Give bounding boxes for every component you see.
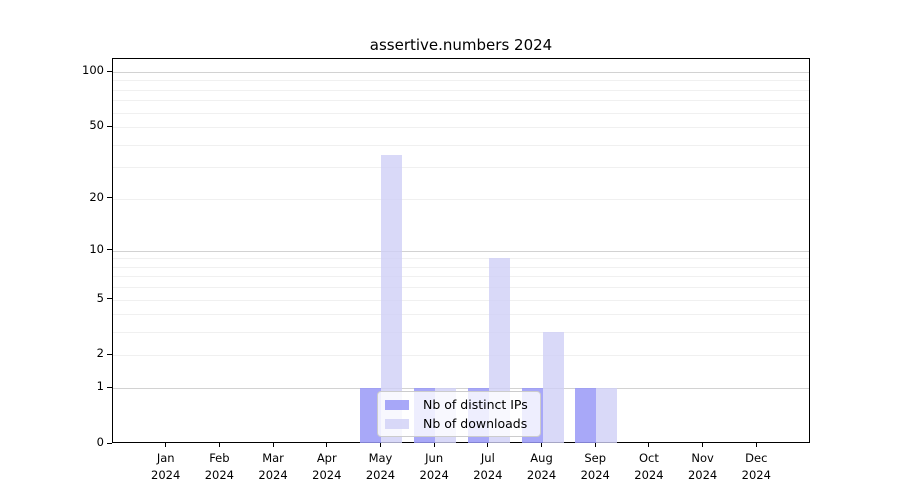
gridline-2 xyxy=(113,355,809,357)
x-tick-label-aug: Aug 2024 xyxy=(526,451,557,482)
y-tick-mark-50 xyxy=(107,125,112,127)
gridline-4 xyxy=(113,314,809,316)
x-tick-mark-jun xyxy=(433,443,435,447)
gridline-3 xyxy=(113,332,809,334)
bar-may-downloads xyxy=(381,155,403,443)
x-tick-mark-may xyxy=(379,443,381,447)
y-tick-mark-2 xyxy=(107,353,112,355)
gridline-50 xyxy=(113,127,809,129)
y-tick-mark-100 xyxy=(107,70,112,72)
gridline-100 xyxy=(113,72,809,73)
bar-sep-distinct-ips xyxy=(575,388,597,443)
gridline-30 xyxy=(113,167,809,169)
gridline-20 xyxy=(113,198,809,200)
bar-layer xyxy=(113,59,809,443)
gridline-1 xyxy=(113,388,809,390)
x-tick-mark-apr xyxy=(326,443,328,447)
y-tick-mark-10 xyxy=(107,249,112,251)
x-tick-label-dec: Dec 2024 xyxy=(741,451,771,482)
bar-may-distinct-ips xyxy=(360,388,382,443)
x-tick-mark-oct xyxy=(648,443,650,447)
x-tick-label-nov: Nov 2024 xyxy=(687,451,718,482)
x-tick-mark-aug xyxy=(541,443,543,447)
y-tick-label-50: 50 xyxy=(89,118,104,133)
gridline-60 xyxy=(113,112,809,114)
x-tick-mark-mar xyxy=(272,443,274,447)
y-tick-mark-1 xyxy=(107,386,112,388)
x-tick-mark-nov xyxy=(702,443,704,447)
gridline-9 xyxy=(113,258,809,260)
y-tick-label-100: 100 xyxy=(82,63,104,77)
legend: Nb of distinct IPs Nb of downloads xyxy=(377,391,541,437)
y-tick-mark-20 xyxy=(107,197,112,199)
gridline-7 xyxy=(113,276,809,278)
y-tick-label-20: 20 xyxy=(89,189,104,204)
gridline-10 xyxy=(113,250,809,252)
legend-swatch-downloads xyxy=(385,418,409,429)
x-tick-label-feb: Feb 2024 xyxy=(204,451,235,482)
y-tick-label-10: 10 xyxy=(89,241,104,256)
gridline-6 xyxy=(113,287,809,289)
legend-item-distinct-ips: Nb of distinct IPs xyxy=(385,397,528,412)
legend-swatch-distinct-ips xyxy=(385,399,409,410)
y-tick-label-0: 0 xyxy=(96,435,104,449)
y-tick-mark-5 xyxy=(107,298,112,300)
gridline-70 xyxy=(113,100,809,102)
chart-title: assertive.numbers 2024 xyxy=(369,36,553,54)
bar-aug-downloads xyxy=(542,332,564,443)
x-tick-label-jul: Jul 2024 xyxy=(473,451,503,482)
bar-sep-downloads xyxy=(596,388,618,443)
x-tick-label-apr: Apr 2024 xyxy=(312,451,342,482)
x-tick-mark-feb xyxy=(218,443,220,447)
x-tick-mark-jul xyxy=(487,443,489,447)
x-tick-mark-dec xyxy=(755,443,757,447)
x-tick-label-oct: Oct 2024 xyxy=(634,451,664,482)
gridline-80 xyxy=(113,89,809,91)
gridline-5 xyxy=(113,299,809,301)
x-tick-label-jun: Jun 2024 xyxy=(419,451,449,482)
legend-item-downloads: Nb of downloads xyxy=(385,416,528,431)
x-tick-label-jan: Jan 2024 xyxy=(151,451,181,482)
y-tick-label-2: 2 xyxy=(96,346,104,361)
x-tick-label-mar: Mar 2024 xyxy=(258,451,288,482)
plot-area xyxy=(112,58,810,443)
legend-label-downloads: Nb of downloads xyxy=(423,416,528,431)
y-tick-mark-0 xyxy=(107,442,112,444)
x-tick-mark-jan xyxy=(165,443,167,447)
gridline-90 xyxy=(113,80,809,82)
x-tick-label-sep: Sep 2024 xyxy=(580,451,610,482)
y-tick-label-1: 1 xyxy=(96,379,104,394)
legend-label-distinct-ips: Nb of distinct IPs xyxy=(423,397,528,412)
y-tick-label-5: 5 xyxy=(96,290,104,305)
gridline-40 xyxy=(113,144,809,146)
x-tick-mark-sep xyxy=(594,443,596,447)
x-tick-label-may: May 2024 xyxy=(365,451,396,482)
gridline-8 xyxy=(113,266,809,268)
grid-layer xyxy=(113,59,809,442)
